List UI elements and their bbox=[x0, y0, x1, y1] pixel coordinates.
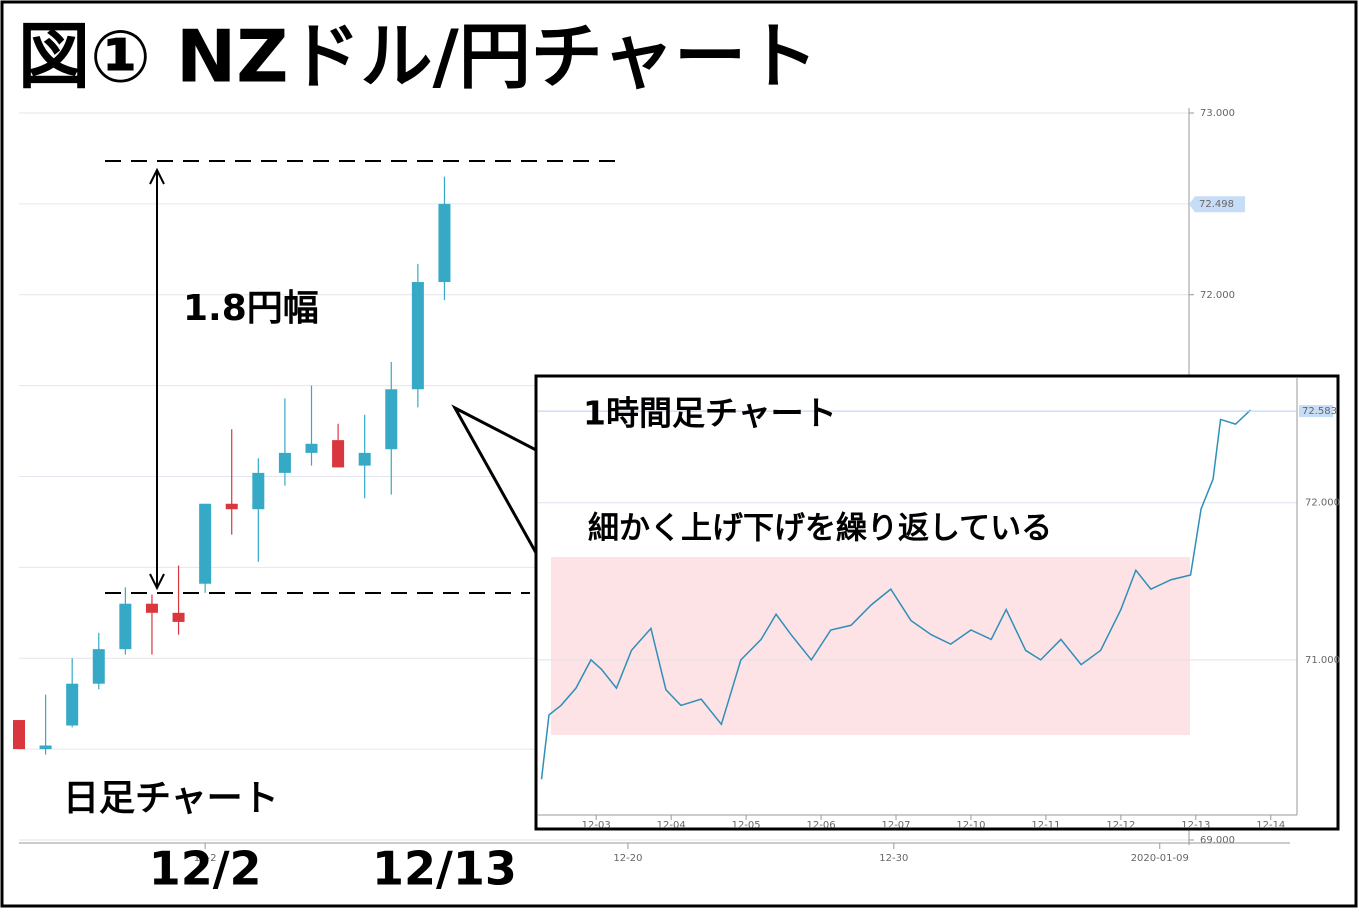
x-tick-label: 12-30 bbox=[879, 853, 908, 864]
candle-body bbox=[252, 472, 265, 510]
price-tag-label: 72.583 bbox=[1302, 406, 1337, 417]
price-tag-label: 72.498 bbox=[1199, 199, 1234, 210]
x-tick-label: 12-11 bbox=[1031, 820, 1060, 831]
candle-body bbox=[145, 603, 158, 613]
price-tag bbox=[1299, 405, 1333, 418]
x-tick-label: 2020-01-09 bbox=[1131, 853, 1189, 864]
candle-body bbox=[92, 649, 105, 684]
candle-body bbox=[199, 503, 212, 584]
y-tick-label: 73.000 bbox=[1200, 108, 1235, 119]
y-tick-label: 72.000 bbox=[1305, 498, 1340, 509]
y-tick-label: 72.000 bbox=[1200, 290, 1235, 301]
x-tick-label: 12-05 bbox=[732, 820, 761, 831]
candle-body bbox=[332, 440, 345, 468]
range-label: 1.8円幅 bbox=[183, 288, 319, 329]
candle-body bbox=[278, 452, 291, 473]
price-line bbox=[540, 409, 1252, 780]
candle-body bbox=[39, 745, 52, 750]
x-tick-label: 12-07 bbox=[881, 820, 910, 831]
range-box bbox=[551, 557, 1190, 735]
candle-body bbox=[305, 443, 318, 453]
x-category-label: 12/2 bbox=[149, 842, 262, 896]
x-tick-label: 12-20 bbox=[613, 853, 642, 864]
caption: 1時間足チャート bbox=[583, 394, 837, 433]
candle-body bbox=[385, 389, 398, 450]
price-tag bbox=[1189, 196, 1245, 213]
x-tick-label: 12-13 bbox=[1181, 820, 1210, 831]
x-tick-label: 12-12 bbox=[1106, 820, 1135, 831]
candle-body bbox=[172, 612, 185, 622]
y-tick-label: 71.000 bbox=[1305, 655, 1340, 666]
x-tick-label: 12-04 bbox=[657, 820, 686, 831]
hourly-chart: 71.000 72.000 12-03 12-04 12-05 12-06 12-07 12-… bbox=[538, 378, 1340, 831]
y-tick-label: 69.000 bbox=[1200, 835, 1235, 846]
x-tick-label: 12-06 bbox=[807, 820, 836, 831]
annotation: 細かく上げ下げを繰り返している bbox=[588, 511, 1052, 547]
caption: 日足チャート bbox=[63, 778, 279, 819]
range-annotation bbox=[105, 160, 625, 594]
x-tick-label: 12-10 bbox=[956, 820, 985, 831]
candle-body bbox=[66, 683, 79, 726]
x-category-label: 12/13 bbox=[372, 842, 517, 896]
candle-body bbox=[438, 203, 451, 283]
candle-body bbox=[13, 720, 25, 750]
candle-body bbox=[119, 603, 132, 650]
page-title: 図① NZドル/円チャート bbox=[18, 15, 818, 99]
x-tick-label: 12-2 bbox=[194, 853, 217, 864]
candle-body bbox=[358, 452, 371, 466]
x-tick-label: 12-14 bbox=[1256, 820, 1285, 831]
candle-body bbox=[411, 282, 424, 390]
arrow-head bbox=[149, 167, 165, 591]
candle-body bbox=[225, 503, 238, 510]
x-tick-label: 12-03 bbox=[582, 820, 611, 831]
